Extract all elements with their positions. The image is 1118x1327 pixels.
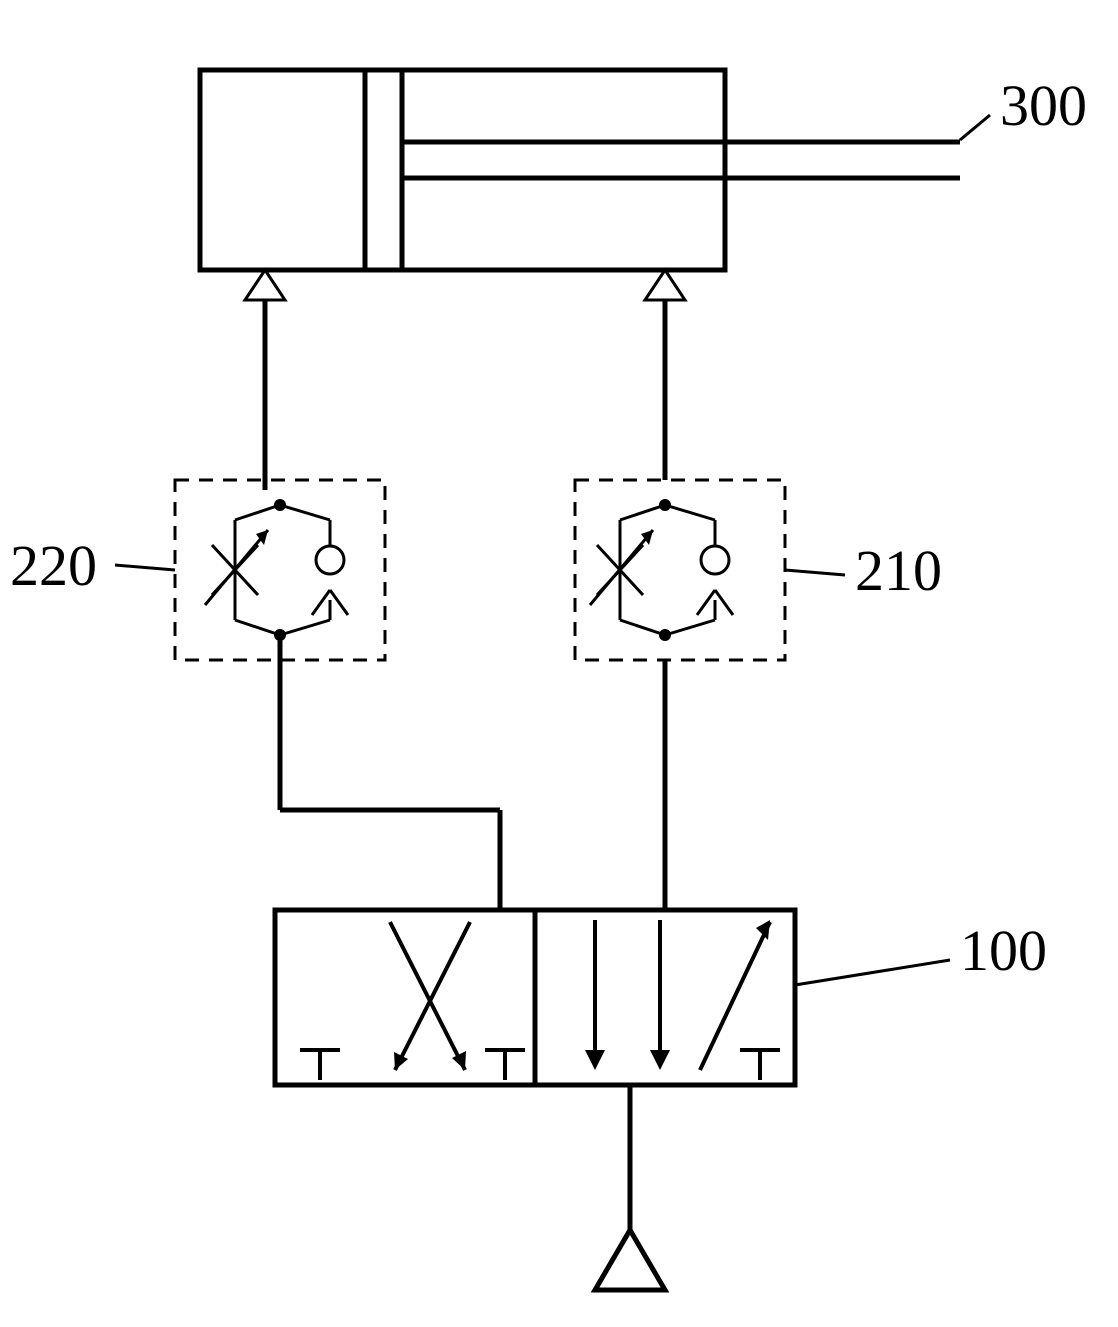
cylinder-symbol: [200, 70, 960, 300]
leader-100: [795, 960, 950, 985]
leader-220: [115, 565, 175, 570]
valve-position-right: [585, 920, 780, 1080]
label-100: 100: [960, 918, 1047, 983]
label-210: 210: [855, 538, 942, 603]
flow-control-right: [575, 480, 785, 660]
route-left: [280, 660, 500, 910]
leader-300: [960, 115, 990, 140]
directional-valve: [275, 910, 795, 1290]
pressure-source-icon: [595, 1230, 665, 1290]
flow-control-left: [175, 480, 385, 660]
leader-210: [785, 570, 845, 575]
valve-position-left: [300, 922, 525, 1080]
pneumatic-schematic: 300 220: [0, 0, 1118, 1327]
label-300: 300: [1000, 73, 1087, 138]
label-220: 220: [10, 533, 97, 598]
